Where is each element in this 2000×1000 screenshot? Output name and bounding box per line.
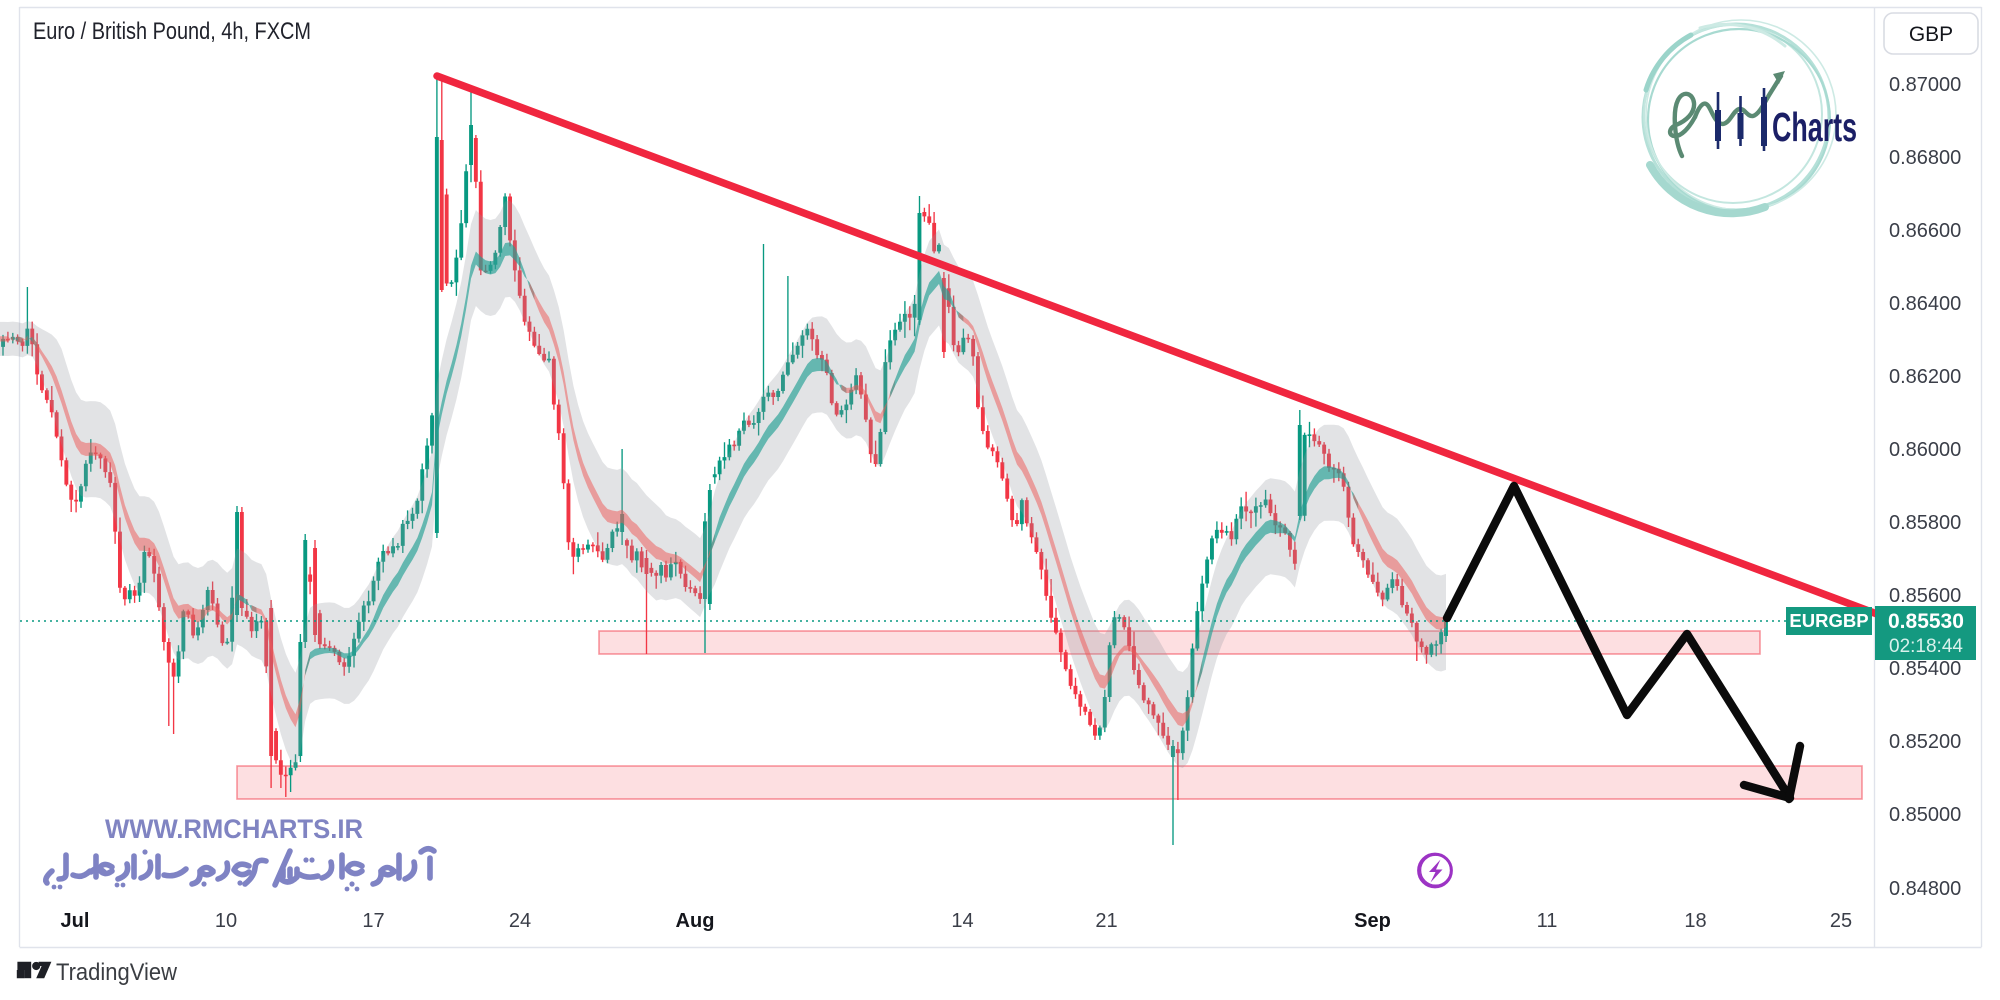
svg-text:14: 14 <box>951 910 973 932</box>
svg-text:WWW.RMCHARTS.IR: WWW.RMCHARTS.IR <box>105 814 363 844</box>
svg-text:21: 21 <box>1095 910 1117 932</box>
svg-text:0.85400: 0.85400 <box>1889 658 1961 680</box>
svg-text:02:18:44: 02:18:44 <box>1889 636 1963 657</box>
svg-text:0.86000: 0.86000 <box>1889 439 1961 461</box>
svg-text:0.86200: 0.86200 <box>1889 366 1961 388</box>
svg-text:17: 17 <box>362 910 384 932</box>
svg-text:0.87000: 0.87000 <box>1889 74 1961 96</box>
svg-text:Jul: Jul <box>61 910 90 932</box>
svg-text:0.85600: 0.85600 <box>1889 585 1961 607</box>
svg-text:0.85530: 0.85530 <box>1888 610 1964 633</box>
svg-text:24: 24 <box>509 910 531 932</box>
svg-text:EURGBP: EURGBP <box>1789 610 1868 631</box>
svg-text:0.85800: 0.85800 <box>1889 512 1961 534</box>
svg-text:0.86400: 0.86400 <box>1889 293 1961 315</box>
svg-text:Charts: Charts <box>1772 104 1857 150</box>
svg-text:TradingView: TradingView <box>56 959 177 986</box>
svg-text:Sep: Sep <box>1354 910 1391 932</box>
svg-text:0.85200: 0.85200 <box>1889 731 1961 753</box>
svg-text:GBP: GBP <box>1909 23 1953 46</box>
svg-text:25: 25 <box>1830 910 1852 932</box>
svg-text:11: 11 <box>1537 910 1558 932</box>
svg-text:Aug: Aug <box>676 910 715 932</box>
svg-text:0.84800: 0.84800 <box>1889 878 1961 900</box>
svg-text:18: 18 <box>1684 910 1706 932</box>
svg-text:Euro / British Pound, 4h, FXCM: Euro / British Pound, 4h, FXCM <box>33 18 311 45</box>
svg-text:0.86600: 0.86600 <box>1889 220 1961 242</box>
svg-text:10: 10 <box>215 910 237 932</box>
svg-text:0.86800: 0.86800 <box>1889 147 1961 169</box>
svg-text:0.85000: 0.85000 <box>1889 804 1961 826</box>
